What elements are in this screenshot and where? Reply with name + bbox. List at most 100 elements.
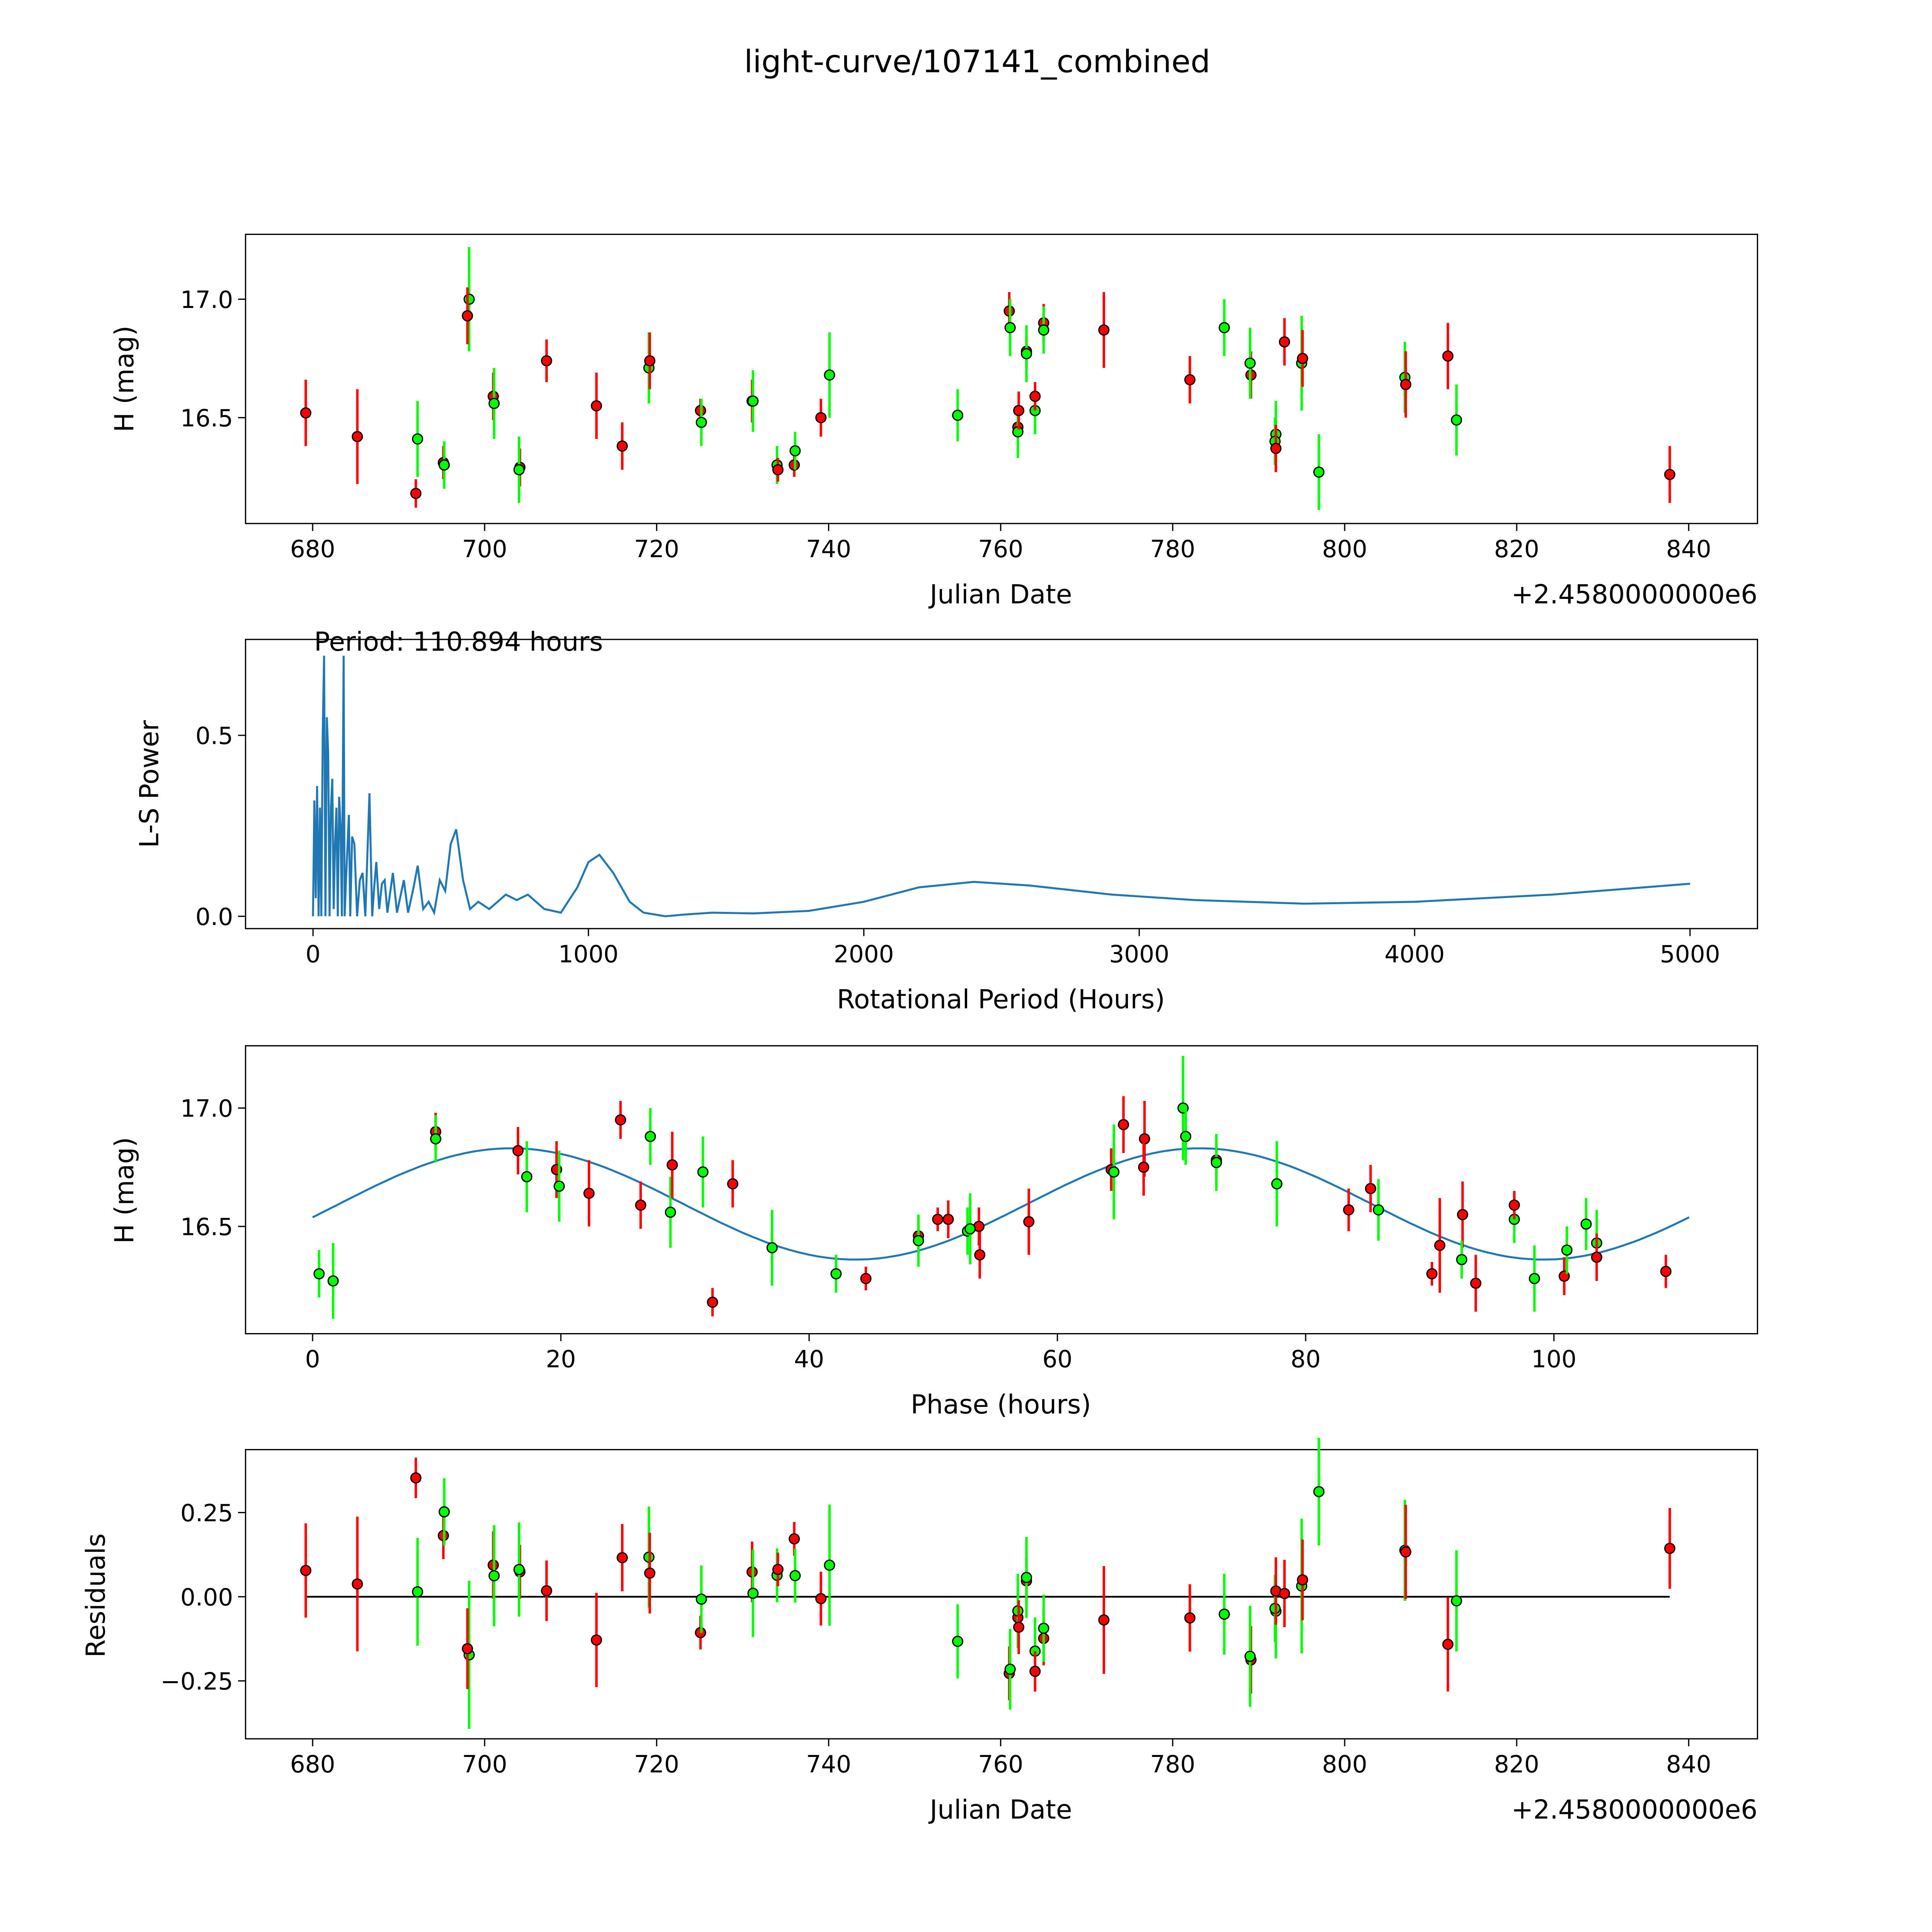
data-point-green	[1038, 324, 1049, 336]
data-point-green	[697, 1166, 709, 1178]
data-point-red	[1664, 469, 1675, 480]
x-tick-label: 680	[290, 1751, 335, 1778]
x-tick-label: 80	[1291, 1346, 1321, 1373]
data-point-red	[541, 355, 553, 367]
data-point-green	[488, 398, 500, 409]
panel-residuals: 680 700 720 740 760 780 800 820 840 −0.25 0.00 0.25	[160, 1437, 1758, 1778]
y-tick-label: 16.5	[180, 1214, 233, 1241]
data-point-red	[1297, 1574, 1308, 1586]
data-point-red	[462, 1643, 473, 1655]
data-point-green	[1020, 1571, 1032, 1583]
data-point-green	[1218, 1609, 1230, 1620]
x-tick-label: 680	[290, 536, 335, 563]
data-point-green	[1313, 466, 1325, 478]
periodogram-xlabel: Rotational Period (Hours)	[837, 984, 1165, 1015]
data-point-red	[635, 1199, 646, 1211]
data-point-red	[1118, 1119, 1129, 1131]
y-tick-label: −0.25	[160, 1668, 233, 1696]
data-point-red	[1184, 374, 1196, 386]
data-point-green	[1218, 322, 1230, 333]
panel-lightcurve: 680 700 720 740 760 780 800 820 840 16.5 17.0	[180, 233, 1758, 563]
figure-title: light-curve/107141_combined	[744, 44, 1211, 80]
x-tick-label: 820	[1494, 536, 1539, 563]
data-point-green	[1020, 348, 1032, 359]
data-point-green	[412, 1586, 423, 1598]
axes-frame	[245, 233, 1758, 524]
data-point-red	[815, 1593, 827, 1604]
data-point-red	[1442, 1639, 1454, 1650]
y-tick-label: 0.00	[180, 1584, 233, 1611]
data-point-red	[1664, 1543, 1675, 1554]
data-point-red	[644, 355, 656, 367]
y-tick-label: 17.0	[180, 286, 233, 314]
data-point-green	[824, 1560, 835, 1571]
data-point-red	[1660, 1265, 1672, 1277]
axes-frame	[245, 1045, 1758, 1335]
data-point-green	[412, 433, 423, 445]
x-tick-label: 40	[794, 1346, 824, 1373]
data-point-red	[1270, 443, 1282, 454]
data-point-red	[1023, 1216, 1035, 1228]
data-point-green	[1244, 357, 1256, 369]
data-point-green	[1038, 1622, 1049, 1634]
data-point-red	[1013, 405, 1024, 416]
phased-ylabel: H (mag)	[109, 1137, 139, 1244]
data-point-green	[696, 1594, 707, 1605]
data-point-red	[1013, 1621, 1024, 1633]
x-tick-label: 700	[462, 536, 507, 563]
data-point-green	[665, 1206, 676, 1218]
data-point-red	[1442, 350, 1454, 362]
data-point-green	[747, 1587, 759, 1599]
data-point-green	[1271, 1178, 1282, 1190]
data-point-red	[1184, 1612, 1196, 1624]
data-point-red	[667, 1159, 678, 1171]
data-point-red	[789, 1533, 800, 1545]
data-point-red	[583, 1187, 595, 1199]
x-tick-label: 0	[305, 1346, 320, 1373]
data-point-red	[1426, 1268, 1438, 1280]
data-point-green	[696, 417, 707, 428]
data-point-red	[707, 1296, 718, 1308]
data-point-green	[463, 293, 475, 305]
data-point-red	[644, 1567, 656, 1579]
x-tick-label: 740	[806, 1751, 851, 1778]
data-point-green	[645, 1131, 656, 1142]
x-tick-label: 1000	[558, 940, 619, 968]
x-tick-label: 100	[1531, 1346, 1577, 1373]
y-tick-label: 17.0	[180, 1095, 233, 1122]
data-point-red	[1279, 1588, 1290, 1599]
y-tick-label: 16.5	[180, 405, 233, 432]
x-tick-label: 4000	[1384, 940, 1445, 968]
data-point-green	[1451, 1595, 1462, 1607]
data-point-red	[616, 1552, 628, 1563]
data-point-red	[591, 1634, 602, 1646]
x-tick-label: 700	[462, 1751, 507, 1778]
data-point-green	[1529, 1273, 1540, 1284]
data-point-green	[1108, 1166, 1120, 1178]
data-point-red	[1400, 379, 1412, 390]
x-tick-label: 840	[1666, 1751, 1711, 1778]
data-point-red	[1470, 1277, 1481, 1289]
data-point-red	[352, 431, 363, 442]
data-point-red	[860, 1273, 872, 1284]
data-point-red	[932, 1214, 944, 1225]
residuals-ylabel: Residuals	[80, 1533, 111, 1657]
data-point-red	[727, 1178, 738, 1190]
y-tick-label: 0.25	[180, 1500, 233, 1527]
data-point-red	[352, 1578, 363, 1590]
y-tick-label: 0.0	[196, 903, 233, 931]
data-point-green	[1244, 1650, 1256, 1662]
data-point-red	[541, 1585, 553, 1597]
data-point-green	[1580, 1218, 1592, 1230]
data-point-green	[830, 1268, 842, 1280]
data-point-green	[1313, 1486, 1325, 1497]
data-point-red	[1400, 1546, 1412, 1558]
data-point-green	[430, 1133, 441, 1145]
data-point-green	[327, 1275, 339, 1287]
data-point-red	[1029, 391, 1041, 402]
data-point-green	[789, 1570, 801, 1582]
data-point-red	[512, 1145, 524, 1156]
data-point-red	[1457, 1209, 1468, 1220]
x-tick-label: 0	[306, 940, 321, 968]
x-tick-label: 840	[1666, 536, 1711, 563]
